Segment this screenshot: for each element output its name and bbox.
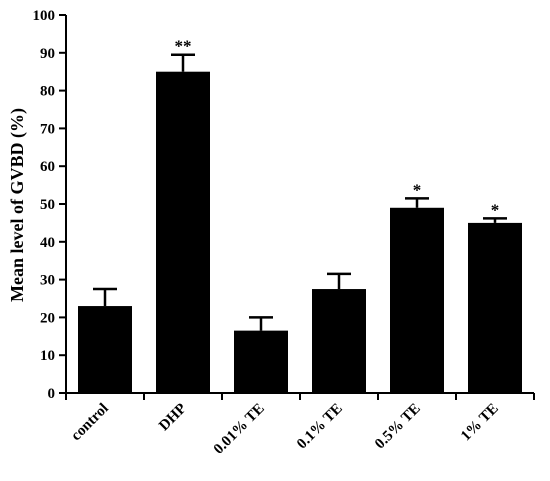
bar-5 xyxy=(468,222,522,393)
bar-1 xyxy=(156,71,210,393)
category-label-3: 0.1% TE xyxy=(294,401,346,453)
y-tick-label: 80 xyxy=(40,84,55,100)
y-tick-label: 40 xyxy=(40,235,55,251)
category-label-4: 0.5% TE xyxy=(372,401,424,453)
significance-label-4: * xyxy=(413,180,422,199)
category-label-0: control xyxy=(68,401,112,445)
significance-label-5: * xyxy=(491,200,500,219)
y-tick-label: 50 xyxy=(40,197,55,213)
y-axis-title: Mean level of GVBD (%) xyxy=(7,108,28,302)
category-label-2: 0.01% TE xyxy=(211,401,268,458)
y-tick-label: 60 xyxy=(40,159,55,175)
y-tick-label: 100 xyxy=(33,8,56,24)
y-tick-label: 20 xyxy=(40,310,55,326)
category-label-5: 1% TE xyxy=(458,401,502,445)
y-tick-label: 30 xyxy=(40,273,55,289)
bar-4 xyxy=(390,207,444,393)
bar-2 xyxy=(234,330,288,393)
y-tick-label: 10 xyxy=(40,348,55,364)
category-label-1: DHP xyxy=(156,401,190,435)
bar-3 xyxy=(312,289,366,393)
significance-label-1: ** xyxy=(175,37,192,56)
y-tick-label: 90 xyxy=(40,46,55,62)
y-tick-label: 0 xyxy=(48,386,56,402)
bar-0 xyxy=(78,306,132,393)
y-tick-label: 70 xyxy=(40,121,55,137)
